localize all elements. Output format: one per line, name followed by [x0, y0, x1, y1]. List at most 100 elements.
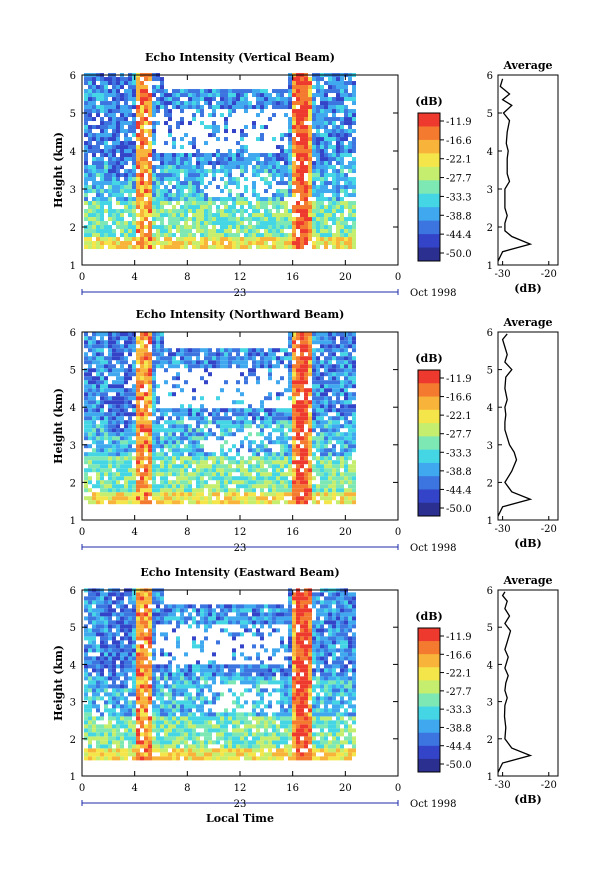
heatmap-cell	[228, 432, 232, 437]
heatmap-cell	[200, 444, 204, 449]
heatmap-cell	[208, 456, 212, 461]
heatmap-cell	[224, 185, 228, 190]
heatmap-cell	[96, 724, 100, 729]
heatmap-cell	[232, 201, 236, 206]
heatmap-cell	[244, 185, 248, 190]
heatmap-cell	[116, 380, 120, 385]
heatmap-cell	[224, 157, 228, 162]
heatmap-cell	[276, 348, 280, 353]
heatmap-cell	[216, 492, 220, 497]
heatmap-cell	[160, 456, 164, 461]
heatmap-cell	[120, 241, 124, 246]
heatmap-cell	[100, 672, 104, 677]
heatmap-cell	[92, 684, 96, 689]
heatmap-cell	[308, 105, 312, 110]
heatmap-cell	[292, 456, 296, 461]
heatmap-cell	[176, 177, 180, 182]
heatmap-cell	[272, 484, 276, 489]
heatmap-cell	[312, 420, 316, 425]
heatmap-cell	[136, 388, 140, 393]
heatmap-cell	[216, 241, 220, 246]
heatmap-cell	[268, 213, 272, 218]
heatmap-cell	[320, 392, 324, 397]
heatmap-cell	[288, 193, 292, 198]
heatmap-cell	[276, 476, 280, 481]
heatmap-cell	[228, 241, 232, 246]
colorbar-segment	[418, 180, 440, 195]
heatmap-cell	[100, 664, 104, 669]
heatmap-cell	[100, 109, 104, 114]
colorbar-segment	[418, 370, 440, 384]
heatmap-cell	[172, 444, 176, 449]
heatmap-cell	[244, 97, 248, 102]
heatmap-cell	[300, 496, 304, 501]
heatmap-cell	[104, 181, 108, 186]
heatmap-cell	[88, 77, 92, 82]
heatmap-cell	[220, 484, 224, 489]
heatmap-cell	[180, 189, 184, 194]
heatmap-cell	[196, 105, 200, 110]
heatmap-cell	[340, 213, 344, 218]
heatmap-cell	[272, 428, 276, 433]
heatmap-cell	[112, 484, 116, 489]
colorbar-label: -27.7	[446, 174, 472, 185]
heatmap-cell	[352, 181, 356, 186]
heatmap-cell	[116, 209, 120, 214]
heatmap-cell	[120, 500, 124, 505]
heatmap-cell	[300, 125, 304, 130]
heatmap-cell	[96, 165, 100, 170]
heatmap-cell	[116, 225, 120, 230]
heatmap-cell	[288, 372, 292, 377]
heatmap-cell	[220, 237, 224, 242]
heatmap-cell	[320, 460, 324, 465]
heatmap-cell	[148, 492, 152, 497]
heatmap-cell	[156, 424, 160, 429]
heatmap-cell	[96, 736, 100, 741]
heatmap-cell	[324, 444, 328, 449]
heatmap-cell	[164, 241, 168, 246]
heatmap-cell	[208, 105, 212, 110]
heatmap-cell	[280, 456, 284, 461]
heatmap-cell	[352, 217, 356, 222]
heatmap-cell	[148, 412, 152, 417]
heatmap-cell	[148, 340, 152, 345]
heatmap-cell	[296, 496, 300, 501]
heatmap-cell	[120, 592, 124, 597]
heatmap-cell	[244, 484, 248, 489]
heatmap-cell	[312, 137, 316, 142]
heatmap-cell	[320, 181, 324, 186]
heatmap-cell	[312, 149, 316, 154]
heatmap-cell	[328, 105, 332, 110]
heatmap-cell	[288, 81, 292, 86]
profile-y-tick-label: 5	[487, 109, 493, 120]
heatmap-cell	[296, 181, 300, 186]
heatmap-cell	[140, 141, 144, 146]
heatmap-cell	[244, 165, 248, 170]
heatmap-cell	[320, 153, 324, 158]
heatmap-cell	[288, 245, 292, 250]
heatmap-cell	[348, 376, 352, 381]
heatmap-cell	[116, 85, 120, 90]
heatmap-cell	[324, 129, 328, 134]
heatmap-cell	[156, 456, 160, 461]
heatmap-cell	[300, 165, 304, 170]
heatmap-cell	[184, 173, 188, 178]
heatmap-cell	[264, 444, 268, 449]
heatmap-cell	[304, 117, 308, 122]
heatmap-cell	[220, 161, 224, 166]
heatmap-cell	[272, 213, 276, 218]
heatmap-cell	[192, 460, 196, 465]
heatmap-cell	[348, 452, 352, 457]
heatmap-cell	[220, 444, 224, 449]
heatmap-cell	[340, 356, 344, 361]
heatmap-cell	[164, 157, 168, 162]
heatmap-cell	[252, 209, 256, 214]
heatmap-cell	[200, 121, 204, 126]
heatmap-cell	[156, 189, 160, 194]
heatmap-cell	[188, 157, 192, 162]
heatmap-cell	[336, 500, 340, 505]
heatmap-cell	[112, 440, 116, 445]
heatmap-cell	[224, 233, 228, 238]
heatmap-cell	[272, 500, 276, 505]
heatmap-cell	[352, 344, 356, 349]
